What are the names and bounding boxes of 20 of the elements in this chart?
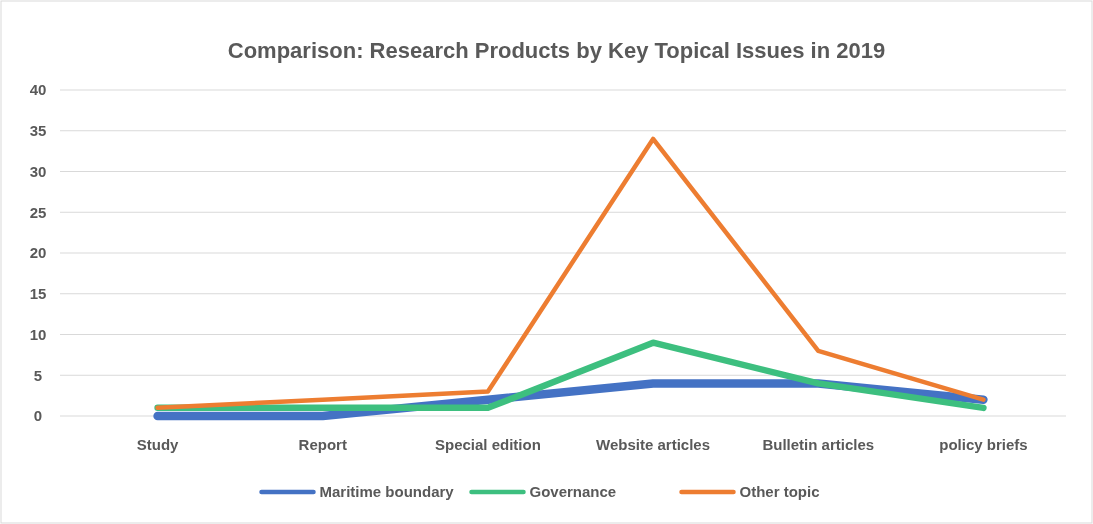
- chart-title: Comparison: Research Products by Key Topical Issues in 2019: [227, 38, 886, 63]
- y-tick-label: 40: [29, 81, 47, 99]
- x-tick-label: Study: [136, 436, 180, 453]
- y-tick-label: 20: [29, 244, 47, 262]
- line-series: [155, 136, 986, 411]
- legend-label: Governance: [529, 483, 617, 501]
- x-tick-label: policy briefs: [939, 436, 1028, 453]
- x-tick-label: Bulletin articles: [762, 436, 875, 453]
- x-tick-label: Special edition: [434, 436, 541, 453]
- x-tick-label: Website articles: [596, 436, 711, 453]
- y-tick-label: 10: [29, 325, 47, 343]
- y-tick-label: 35: [29, 122, 47, 139]
- y-tick-label: 5: [33, 366, 43, 384]
- y-tick-label: 0: [33, 407, 43, 425]
- y-tick-label: 25: [29, 203, 47, 221]
- legend-label: Other topic: [739, 483, 820, 501]
- legend-label: Maritime boundary: [319, 483, 455, 501]
- x-tick-label: Report: [298, 436, 347, 453]
- y-tick-label: 15: [29, 285, 47, 302]
- y-tick-label: 30: [29, 162, 47, 180]
